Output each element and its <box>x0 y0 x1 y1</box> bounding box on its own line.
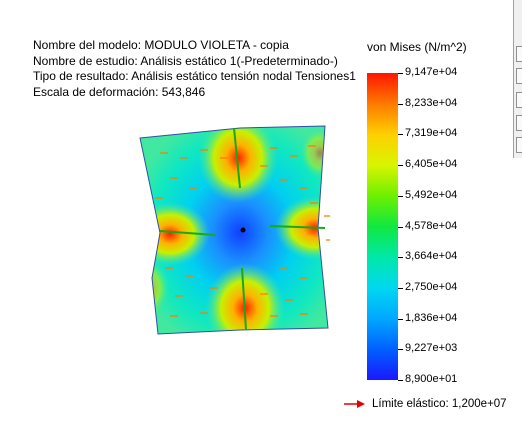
toolbar-button[interactable] <box>516 92 522 108</box>
legend-tick-label: 3,664e+04 <box>405 250 458 263</box>
legend-tick-label: 8,900e+01 <box>405 373 458 385</box>
deformation-scale: Escala de deformación: 543,846 <box>33 84 206 99</box>
load-arrows <box>155 145 330 317</box>
legend-tick-label: 9,227e+03 <box>405 342 458 355</box>
legend-tick-label: 6,405e+04 <box>405 158 458 171</box>
fixture-markers <box>159 127 326 331</box>
toolbar-button[interactable] <box>516 46 522 62</box>
center-node <box>240 227 246 233</box>
legend-tick <box>398 380 403 381</box>
legend-tick-label: 7,319e+04 <box>405 127 458 140</box>
toolbar-button[interactable] <box>516 137 522 153</box>
legend-tick <box>398 165 403 167</box>
legend-tick <box>398 349 403 351</box>
yield-limit: Límite elástico: 1,200e+07 <box>344 398 507 410</box>
legend-tick <box>398 195 403 197</box>
legend-tick-label: 5,492e+04 <box>405 188 458 201</box>
red-arrow-icon <box>344 400 365 408</box>
legend-tick-label: 8,233e+04 <box>405 96 458 109</box>
legend-tick-label: 2,750e+04 <box>405 280 458 293</box>
result-type: Tipo de resultado: Análisis estático ten… <box>33 69 356 83</box>
legend-tick-label: 9,147e+04 <box>405 66 458 78</box>
legend-title: von Mises (N/m^2) <box>367 40 467 54</box>
stress-model-view[interactable] <box>130 118 330 338</box>
toolbar-button[interactable] <box>516 115 522 131</box>
legend-tick <box>398 134 403 136</box>
legend-tick <box>398 103 403 105</box>
stress-colorbar <box>367 73 398 380</box>
legend-tick <box>398 226 403 228</box>
legend-tick <box>398 318 403 320</box>
toolbar-button[interactable] <box>516 68 522 84</box>
legend-tick <box>398 73 403 74</box>
model-info: Nombre del modelo: MODULO VIOLETA - copi… <box>33 38 356 100</box>
yield-limit-text: Límite elástico: 1,200e+07 <box>372 398 507 410</box>
legend-tick-label: 4,578e+04 <box>405 219 458 232</box>
model-name: Nombre del modelo: MODULO VIOLETA - copi… <box>33 38 289 52</box>
legend-tick-label: 1,836e+04 <box>405 311 458 324</box>
side-toolbar <box>513 0 522 158</box>
legend-tick <box>398 257 403 259</box>
legend-tick <box>398 287 403 289</box>
study-name: Nombre de estudio: Análisis estático 1(-… <box>33 53 338 68</box>
